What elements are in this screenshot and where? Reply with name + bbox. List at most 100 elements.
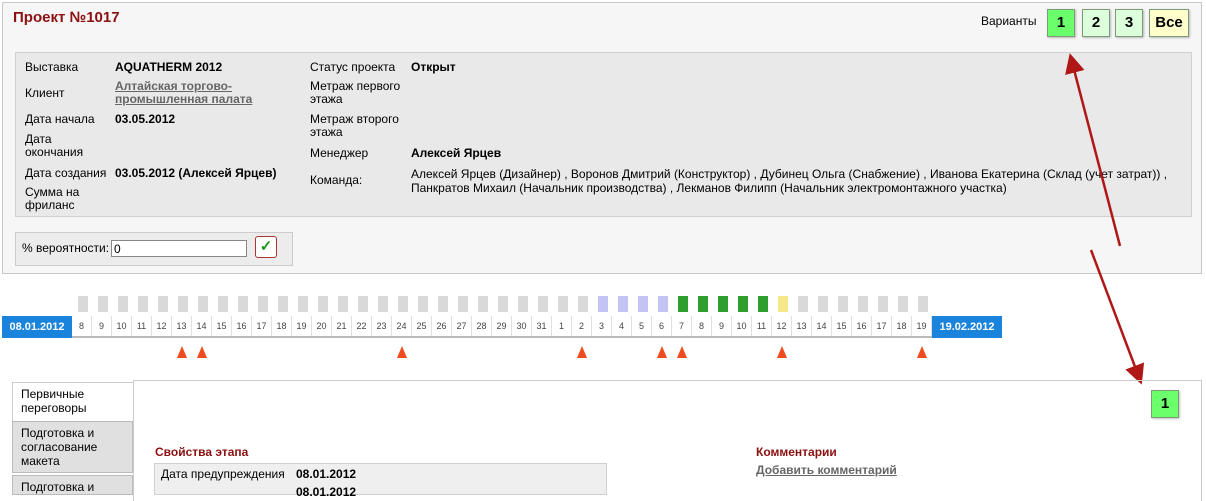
client-link-line1: Алтайская торгово- [115,79,232,93]
floor2-label: Метраж второго этажа [310,113,399,139]
timeline-cell [738,296,748,312]
timeline-cell [238,296,248,312]
timeline-day: 15 [832,316,852,336]
timeline-cell [778,296,788,312]
manager-value: Алексей Ярцев [411,146,502,160]
timeline-day: 1 [552,316,572,336]
project-info-box: Выставка AQUATHERM 2012 Клиент Алтайская… [15,52,1192,217]
end-date-label-2: окончания [25,145,84,159]
timeline-cell [398,296,408,312]
timeline-cell [498,296,508,312]
timeline-axis [72,336,932,338]
timeline-day: 16 [232,316,252,336]
timeline-cell [898,296,908,312]
timeline-day: 20 [312,316,332,336]
floor2-label-1: Метраж второго [310,112,399,126]
timeline-day: 28 [472,316,492,336]
status-value: Открыт [411,60,456,74]
start-date-value: 03.05.2012 [115,112,176,126]
timeline-cell [518,296,528,312]
timeline-cell [138,296,148,312]
manager-label: Менеджер [310,146,369,160]
timeline-cell [558,296,568,312]
confirm-button[interactable]: ✓ [255,236,277,258]
tab-preparation[interactable]: Подготовка и [12,475,133,495]
end-date-label: Дата окончания [25,133,83,159]
timeline-day: 30 [512,316,532,336]
timeline-cell [98,296,108,312]
timeline-cell [318,296,328,312]
timeline-day: 11 [752,316,772,336]
timeline-cell [258,296,268,312]
timeline-cell [218,296,228,312]
client-link[interactable]: Алтайская торгово- промышленная палата [115,80,252,106]
variant-3-button[interactable]: 3 [1115,9,1143,37]
timeline-cell [358,296,368,312]
timeline-cell [158,296,168,312]
timeline-day: 17 [872,316,892,336]
stage-properties-title: Свойства этапа [155,445,249,459]
variant-2-button[interactable]: 2 [1082,9,1110,37]
probability-label: % вероятности: [22,241,110,255]
timeline-cell [278,296,288,312]
variants-label: Варианты [981,14,1037,28]
timeline-day: 31 [532,316,552,336]
variant-all-button[interactable]: Все [1149,9,1189,37]
start-date-label: Дата начала [25,112,95,126]
deadline-marker-icon [197,346,207,358]
timeline-day: 16 [852,316,872,336]
timeline-cell [878,296,888,312]
variant-1-button[interactable]: 1 [1047,9,1075,37]
tab-layout-approval[interactable]: Подготовка и согласование макета [12,421,133,473]
annotation-arrows [1065,53,1145,385]
client-label: Клиент [25,86,65,100]
stage-panel [133,380,1202,501]
project-title: Проект №1017 [13,9,120,26]
comments-title: Комментарии [756,445,837,459]
timeline-cell [78,296,88,312]
timeline-cell [578,296,588,312]
deadline-marker-icon [777,346,787,358]
tab-first-negotiations[interactable]: Первичные переговоры [12,382,133,422]
warning-date-value: 08.01.2012 [296,467,357,481]
freelance-label-2: фриланс [25,198,75,212]
timeline-cell [418,296,428,312]
timeline-cell [198,296,208,312]
timeline-cell [378,296,388,312]
timeline-day: 12 [772,316,792,336]
timeline-day: 19 [292,316,312,336]
timeline-cell [478,296,488,312]
timeline-day: 17 [252,316,272,336]
timeline-day: 14 [192,316,212,336]
freelance-label-1: Сумма на [25,185,80,199]
timeline-cell [718,296,728,312]
timeline-day: 9 [712,316,732,336]
arrow-to-badge [1089,249,1145,385]
timeline-cell [178,296,188,312]
timeline-day: 3 [592,316,612,336]
timeline-day: 27 [452,316,472,336]
timeline-day: 11 [132,316,152,336]
timeline-day: 25 [412,316,432,336]
floor2-label-2: этажа [310,125,343,139]
timeline-cell [298,296,308,312]
timeline-day: 23 [372,316,392,336]
timeline-day: 21 [332,316,352,336]
timeline-day: 18 [272,316,292,336]
probability-box: % вероятности: ✓ [15,232,293,266]
timeline-day: 26 [432,316,452,336]
probability-input[interactable] [111,240,247,257]
timeline-cell [618,296,628,312]
team-list: Алексей Ярцев (Дизайнер) , Воронов Дмитр… [411,167,1186,195]
deadline-marker-icon [677,346,687,358]
timeline-day: 10 [732,316,752,336]
warning-date-label: Дата предупреждения [161,467,285,481]
exhibition-value: AQUATHERM 2012 [115,60,223,74]
timeline-cell [838,296,848,312]
deadline-marker-icon [177,346,187,358]
timeline-day: 13 [792,316,812,336]
floating-variant-badge[interactable]: 1 [1151,390,1179,418]
add-comment-link[interactable]: Добавить комментарий [756,463,897,477]
timeline-cell [118,296,128,312]
created-value: 03.05.2012 (Алексей Ярцев) [115,166,277,180]
